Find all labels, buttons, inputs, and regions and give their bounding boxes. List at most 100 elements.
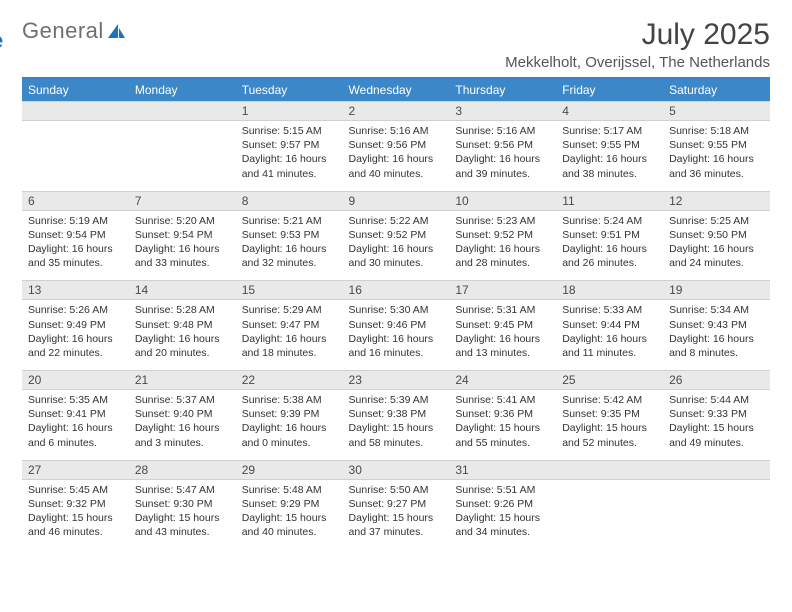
daylight-line: Daylight: 16 hours and 8 minutes. [669,332,764,360]
day-number-cell: 22 [236,371,343,390]
sunrise-line: Sunrise: 5:17 AM [562,124,657,138]
sunrise-line: Sunrise: 5:42 AM [562,393,657,407]
day-number-cell: 9 [343,191,450,210]
weekday-header: Tuesday [236,79,343,102]
daylight-line: Daylight: 16 hours and 6 minutes. [28,421,123,449]
day-number-cell: 24 [449,371,556,390]
day-detail-cell: Sunrise: 5:22 AMSunset: 9:52 PMDaylight:… [343,210,450,281]
daylight-line: Daylight: 15 hours and 46 minutes. [28,511,123,539]
day-detail-cell: Sunrise: 5:23 AMSunset: 9:52 PMDaylight:… [449,210,556,281]
day-detail-cell: Sunrise: 5:47 AMSunset: 9:30 PMDaylight:… [129,479,236,549]
day-number-cell: 29 [236,460,343,479]
header: General Blue July 2025 Mekkelholt, Overi… [22,18,770,71]
day-number-cell: 7 [129,191,236,210]
day-detail-cell: Sunrise: 5:29 AMSunset: 9:47 PMDaylight:… [236,300,343,371]
sunset-line: Sunset: 9:52 PM [455,228,550,242]
day-detail-cell: Sunrise: 5:48 AMSunset: 9:29 PMDaylight:… [236,479,343,549]
sunrise-line: Sunrise: 5:16 AM [349,124,444,138]
day-detail-cell [663,479,770,549]
sunrise-line: Sunrise: 5:50 AM [349,483,444,497]
day-detail-row: Sunrise: 5:35 AMSunset: 9:41 PMDaylight:… [22,390,770,461]
daylight-line: Daylight: 15 hours and 34 minutes. [455,511,550,539]
day-detail-cell: Sunrise: 5:50 AMSunset: 9:27 PMDaylight:… [343,479,450,549]
day-detail-cell: Sunrise: 5:35 AMSunset: 9:41 PMDaylight:… [22,390,129,461]
day-detail-cell: Sunrise: 5:16 AMSunset: 9:56 PMDaylight:… [449,121,556,192]
sunset-line: Sunset: 9:55 PM [562,138,657,152]
daylight-line: Daylight: 16 hours and 39 minutes. [455,152,550,180]
sunset-line: Sunset: 9:35 PM [562,407,657,421]
sunset-line: Sunset: 9:43 PM [669,318,764,332]
day-number-cell: 15 [236,281,343,300]
sunset-line: Sunset: 9:33 PM [669,407,764,421]
day-detail-cell: Sunrise: 5:17 AMSunset: 9:55 PMDaylight:… [556,121,663,192]
day-detail-cell: Sunrise: 5:30 AMSunset: 9:46 PMDaylight:… [343,300,450,371]
daylight-line: Daylight: 15 hours and 52 minutes. [562,421,657,449]
sunset-line: Sunset: 9:26 PM [455,497,550,511]
sunrise-line: Sunrise: 5:35 AM [28,393,123,407]
sunrise-line: Sunrise: 5:38 AM [242,393,337,407]
day-number-cell: 14 [129,281,236,300]
day-detail-cell: Sunrise: 5:33 AMSunset: 9:44 PMDaylight:… [556,300,663,371]
sunset-line: Sunset: 9:56 PM [455,138,550,152]
day-number-cell: 13 [22,281,129,300]
day-detail-cell: Sunrise: 5:38 AMSunset: 9:39 PMDaylight:… [236,390,343,461]
sunrise-line: Sunrise: 5:28 AM [135,303,230,317]
daylight-line: Daylight: 16 hours and 40 minutes. [349,152,444,180]
sunrise-line: Sunrise: 5:41 AM [455,393,550,407]
month-title: July 2025 [505,18,770,52]
day-number-cell: 6 [22,191,129,210]
day-number-cell: 8 [236,191,343,210]
daylight-line: Daylight: 15 hours and 55 minutes. [455,421,550,449]
day-number-cell: 17 [449,281,556,300]
day-detail-cell: Sunrise: 5:45 AMSunset: 9:32 PMDaylight:… [22,479,129,549]
daylight-line: Daylight: 16 hours and 28 minutes. [455,242,550,270]
sunrise-line: Sunrise: 5:34 AM [669,303,764,317]
sunset-line: Sunset: 9:57 PM [242,138,337,152]
daylight-line: Daylight: 16 hours and 32 minutes. [242,242,337,270]
daylight-line: Daylight: 16 hours and 13 minutes. [455,332,550,360]
day-number-cell: 25 [556,371,663,390]
sunrise-line: Sunrise: 5:51 AM [455,483,550,497]
sunrise-line: Sunrise: 5:33 AM [562,303,657,317]
day-number-cell: 2 [343,102,450,121]
calendar-table: Sunday Monday Tuesday Wednesday Thursday… [22,79,770,549]
sunset-line: Sunset: 9:49 PM [28,318,123,332]
day-number-cell: 5 [663,102,770,121]
sunrise-line: Sunrise: 5:29 AM [242,303,337,317]
weekday-header: Friday [556,79,663,102]
daylight-line: Daylight: 16 hours and 36 minutes. [669,152,764,180]
sunset-line: Sunset: 9:51 PM [562,228,657,242]
sunrise-line: Sunrise: 5:24 AM [562,214,657,228]
weekday-header: Wednesday [343,79,450,102]
sunset-line: Sunset: 9:27 PM [349,497,444,511]
day-number-cell: 12 [663,191,770,210]
day-detail-cell: Sunrise: 5:24 AMSunset: 9:51 PMDaylight:… [556,210,663,281]
sunset-line: Sunset: 9:56 PM [349,138,444,152]
sunset-line: Sunset: 9:47 PM [242,318,337,332]
day-number-cell: 11 [556,191,663,210]
sunrise-line: Sunrise: 5:31 AM [455,303,550,317]
day-number-cell: 16 [343,281,450,300]
weekday-header: Monday [129,79,236,102]
sunrise-line: Sunrise: 5:16 AM [455,124,550,138]
day-detail-cell: Sunrise: 5:41 AMSunset: 9:36 PMDaylight:… [449,390,556,461]
day-detail-row: Sunrise: 5:45 AMSunset: 9:32 PMDaylight:… [22,479,770,549]
day-number-cell: 4 [556,102,663,121]
daylight-line: Daylight: 15 hours and 49 minutes. [669,421,764,449]
brand-part1: General [22,18,104,44]
daylight-line: Daylight: 16 hours and 3 minutes. [135,421,230,449]
sunrise-line: Sunrise: 5:37 AM [135,393,230,407]
sunrise-line: Sunrise: 5:26 AM [28,303,123,317]
sunset-line: Sunset: 9:32 PM [28,497,123,511]
sunrise-line: Sunrise: 5:25 AM [669,214,764,228]
day-detail-cell: Sunrise: 5:19 AMSunset: 9:54 PMDaylight:… [22,210,129,281]
day-number-cell [556,460,663,479]
daylight-line: Daylight: 16 hours and 18 minutes. [242,332,337,360]
day-number-row: 6789101112 [22,191,770,210]
daylight-line: Daylight: 16 hours and 0 minutes. [242,421,337,449]
day-number-cell: 21 [129,371,236,390]
daylight-line: Daylight: 15 hours and 43 minutes. [135,511,230,539]
weekday-header: Thursday [449,79,556,102]
day-detail-cell: Sunrise: 5:34 AMSunset: 9:43 PMDaylight:… [663,300,770,371]
sunset-line: Sunset: 9:44 PM [562,318,657,332]
